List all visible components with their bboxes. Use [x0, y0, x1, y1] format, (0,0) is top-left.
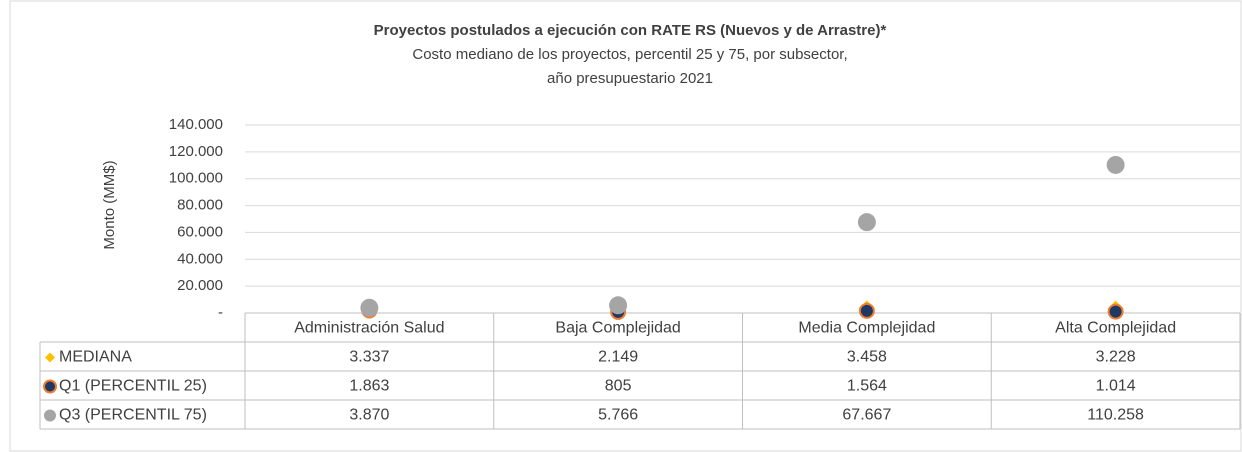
legend-marker [43, 379, 57, 394]
y-tick-label: 20.000 [177, 277, 223, 294]
table-value: 3.228 [1096, 349, 1136, 366]
table-value: 3.458 [847, 349, 887, 366]
table-value: 1.014 [1096, 378, 1136, 395]
chart-subtitle: Costo mediano de los proyectos, percenti… [412, 46, 847, 63]
table-value: 1.863 [349, 378, 389, 395]
marker [858, 302, 875, 319]
y-tick-label: - [218, 304, 223, 321]
marker [360, 298, 379, 317]
marker [1106, 155, 1125, 174]
table-value: 2.149 [598, 349, 638, 366]
y-tick-label: 80.000 [177, 197, 223, 214]
y-axis-label: Monto (MM$) [101, 160, 118, 249]
x-tick-label: Baja Complejidad [555, 320, 680, 337]
table-value: 1.564 [847, 378, 887, 395]
table-value: 3.337 [349, 349, 389, 366]
y-tick-label: 120.000 [169, 143, 223, 160]
x-tick-label: Administración Salud [294, 320, 444, 337]
table-value: 110.258 [1087, 407, 1144, 424]
x-tick-label: Media Complejidad [798, 320, 935, 337]
table-value: 67.667 [842, 407, 891, 424]
legend-label: Q3 (PERCENTIL 75) [59, 407, 207, 424]
y-tick-label: 40.000 [177, 250, 223, 267]
x-tick-label: Alta Complejidad [1055, 320, 1176, 337]
table-value: 3.870 [349, 407, 389, 424]
legend-marker [45, 352, 55, 363]
chart-title: Proyectos postulados a ejecución con RAT… [374, 22, 887, 39]
marker [609, 296, 628, 315]
legend-marker [44, 409, 56, 422]
y-tick-label: 60.000 [177, 223, 223, 240]
chart-border [9, 0, 1242, 452]
legend-label: Q1 (PERCENTIL 25) [59, 378, 207, 395]
y-tick-label: 100.000 [169, 170, 223, 187]
table-value: 805 [605, 378, 632, 395]
y-tick-label: 140.000 [169, 116, 223, 133]
chart-subtitle: año presupuestario 2021 [547, 70, 713, 87]
marker [1107, 303, 1124, 320]
legend-label: MEDIANA [59, 349, 132, 366]
marker [857, 213, 876, 232]
table-value: 5.766 [598, 407, 638, 424]
